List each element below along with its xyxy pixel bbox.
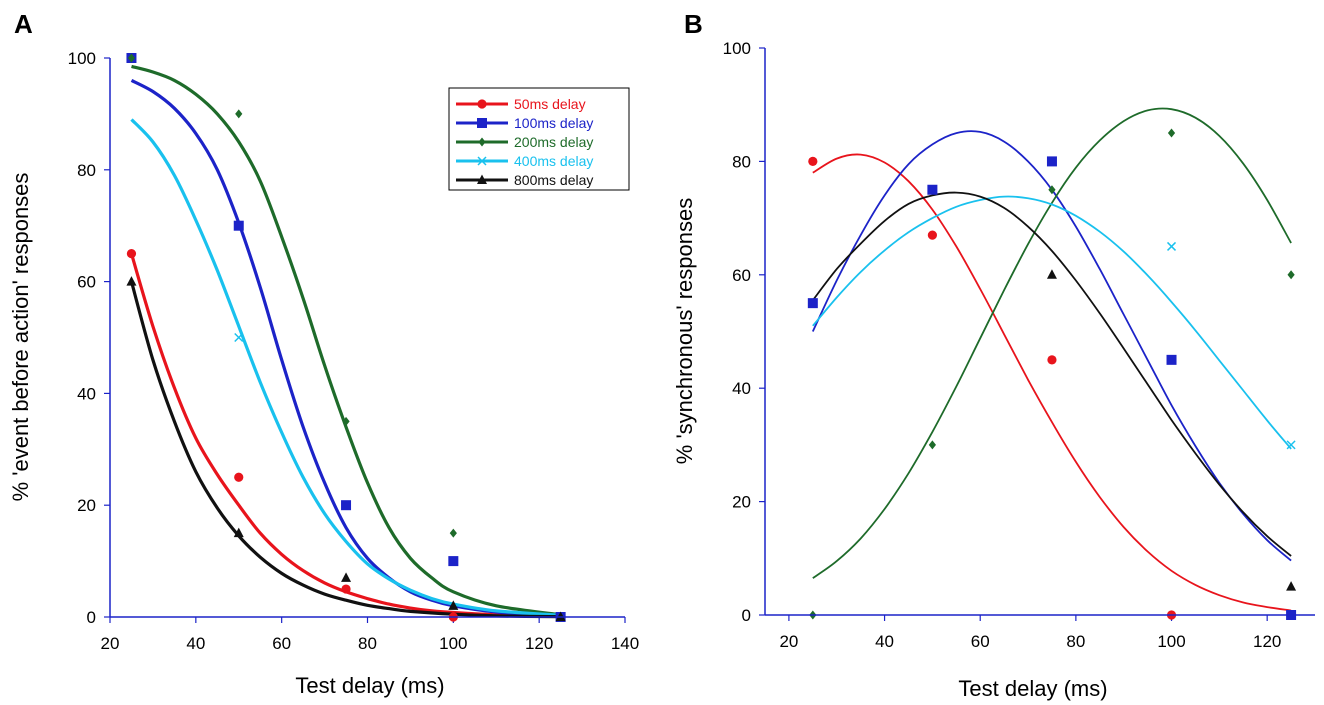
legend-label-100ms-delay: 100ms delay — [514, 115, 593, 131]
panel-a-point-800ms-delay — [341, 572, 352, 582]
panel-a-x-axis-title: Test delay (ms) — [295, 673, 444, 698]
panel-a-x-tick-label: 140 — [611, 634, 639, 653]
panel-b-fit-400ms-delay — [812, 195, 1292, 450]
legend-marker-200ms-delay — [478, 137, 486, 147]
panel-a-fit-200ms-delay — [131, 64, 561, 617]
legend-label-400ms-delay: 400ms delay — [514, 153, 593, 169]
panel-a-y-tick-label: 20 — [77, 496, 96, 515]
panel-b-y-tick-label: 20 — [732, 493, 751, 512]
panel-b-y-tick-label: 40 — [732, 379, 751, 398]
panel-a-letter: A — [14, 9, 33, 39]
panel-b-point-50ms-delay — [927, 230, 937, 240]
panel-b-x-tick-label: 80 — [1066, 632, 1085, 651]
panel-a-y-tick-label: 80 — [77, 161, 96, 180]
panel-a-ticks: 20 40 60 80 100 120 140 0 20 40 60 80 100 — [68, 49, 640, 653]
panel-b-y-tick-label: 80 — [732, 152, 751, 171]
panel-a-fit-curves — [129, 64, 561, 619]
panel-b-x-tick-label: 100 — [1157, 632, 1185, 651]
panel-a-point-200ms-delay — [449, 528, 457, 538]
panel-b-y-axis-title: % 'synchronous' responses — [672, 198, 697, 464]
panel-a: A 20 40 60 80 100 120 140 0 20 40 60 80 100 Test del… — [8, 9, 639, 698]
panel-b-x-axis-title: Test delay (ms) — [958, 676, 1107, 701]
panel-a-fit-50ms-delay — [129, 253, 561, 618]
legend-marker-400ms-delay — [477, 156, 487, 166]
panel-a-y-axis-title: % 'event before action' responses — [8, 173, 33, 502]
panel-a-y-tick-label: 0 — [87, 608, 96, 627]
panel-a-point-800ms-delay — [126, 276, 137, 286]
panel-b-fit-800ms-delay — [812, 191, 1292, 557]
legend-marker-100ms-delay — [477, 118, 487, 128]
panel-b-data-points — [807, 128, 1297, 620]
panel-b-point-400ms-delay — [1166, 241, 1177, 251]
panel-b-x-tick-label: 40 — [875, 632, 894, 651]
legend-marker-800ms-delay — [477, 174, 487, 184]
panel-b-letter: B — [684, 9, 703, 39]
panel-b-y-tick-label: 0 — [742, 606, 751, 625]
legend-items: 50ms delay 100ms delay 200ms delay 400ms de… — [456, 96, 593, 188]
panel-a-point-100ms-delay — [233, 220, 244, 231]
panel-a-point-800ms-delay — [233, 527, 244, 538]
panel-a-legend: 50ms delay 100ms delay 200ms delay 400ms de… — [448, 87, 630, 191]
panel-b-point-100ms-delay — [1046, 156, 1057, 167]
panel-a-point-50ms-delay — [234, 472, 244, 482]
panel-a-y-tick-label: 100 — [68, 49, 96, 68]
panel-a-y-tick-label: 60 — [77, 273, 96, 292]
panel-b: B 20 40 60 80 100 120 0 20 40 60 80 100 Test delay … — [672, 9, 1315, 701]
panel-a-x-tick-label: 20 — [101, 634, 120, 653]
panel-b-fit-100ms-delay — [811, 130, 1292, 562]
panel-b-x-tick-label: 60 — [971, 632, 990, 651]
panel-a-fit-800ms-delay — [129, 281, 561, 619]
panel-b-x-tick-label: 120 — [1253, 632, 1281, 651]
panel-a-x-tick-label: 100 — [439, 634, 467, 653]
panel-b-point-50ms-delay — [808, 156, 818, 166]
panel-b-y-tick-label: 60 — [732, 266, 751, 285]
panel-a-x-tick-label: 60 — [272, 634, 291, 653]
panel-a-x-tick-label: 120 — [525, 634, 553, 653]
panel-b-point-200ms-delay — [1048, 185, 1056, 195]
panel-b-point-400ms-delay — [1286, 440, 1296, 450]
legend-label-50ms-delay: 50ms delay — [514, 96, 586, 112]
panel-b-point-100ms-delay — [807, 298, 818, 309]
panel-b-fit-200ms-delay — [812, 107, 1292, 579]
panel-a-point-50ms-delay — [341, 584, 351, 594]
panel-a-fit-400ms-delay — [130, 118, 561, 617]
legend-label-200ms-delay: 200ms delay — [514, 134, 593, 150]
panel-b-ticks: 20 40 60 80 100 120 0 20 40 60 80 100 — [723, 39, 1282, 651]
panel-b-point-100ms-delay — [927, 184, 938, 195]
panel-b-point-200ms-delay — [1287, 270, 1295, 280]
panel-b-y-tick-label: 100 — [723, 39, 751, 58]
panel-a-y-tick-label: 40 — [77, 384, 96, 403]
panel-a-point-200ms-delay — [342, 416, 350, 426]
panel-a-x-tick-label: 80 — [358, 634, 377, 653]
panel-a-point-200ms-delay — [235, 109, 243, 119]
panel-a-point-800ms-delay — [448, 600, 459, 610]
panel-b-point-100ms-delay — [1166, 354, 1177, 365]
panel-b-point-200ms-delay — [1167, 128, 1176, 138]
panel-b-point-50ms-delay — [1047, 355, 1057, 365]
panel-b-point-800ms-delay — [1286, 581, 1297, 591]
panel-b-x-tick-label: 20 — [779, 632, 798, 651]
panel-a-point-200ms-delay — [127, 53, 136, 63]
panel-a-point-100ms-delay — [448, 556, 459, 567]
panel-b-point-800ms-delay — [1046, 269, 1057, 279]
panel-a-point-50ms-delay — [126, 249, 137, 259]
panel-a-x-tick-label: 40 — [186, 634, 205, 653]
panel-b-fit-50ms-delay — [812, 153, 1292, 612]
panel-a-point-400ms-delay — [234, 332, 244, 343]
legend-label-800ms-delay: 800ms delay — [514, 172, 593, 188]
panel-a-point-100ms-delay — [341, 500, 352, 511]
panel-b-point-200ms-delay — [928, 440, 936, 450]
legend-marker-50ms-delay — [477, 99, 487, 109]
